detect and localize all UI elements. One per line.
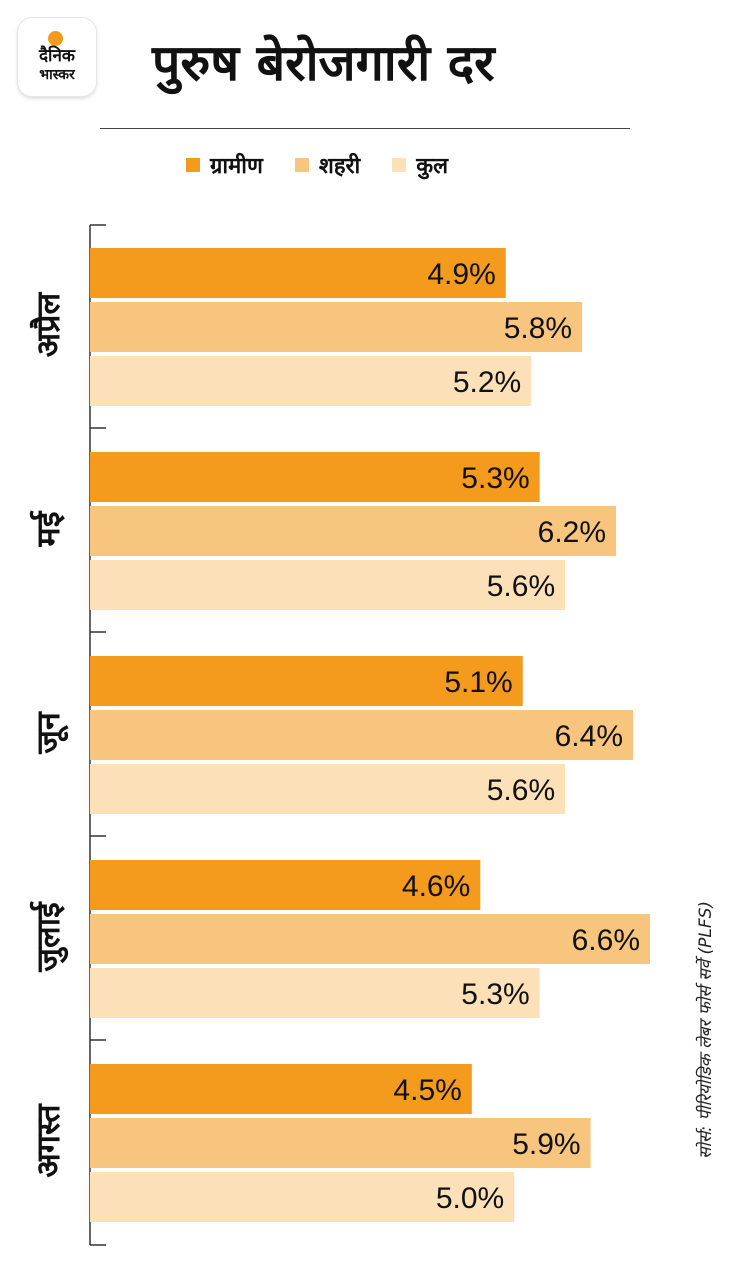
bar-total <box>90 968 540 1018</box>
bar-rural <box>90 860 481 910</box>
chart-title: पुरुष बेरोजगारी दर <box>152 34 495 92</box>
bar-value-label: 5.6% <box>487 570 555 603</box>
bar-urban <box>90 302 583 352</box>
bar-rural <box>90 656 523 706</box>
bar-urban <box>90 710 634 760</box>
bar-urban <box>90 506 617 556</box>
legend-swatch-total <box>392 158 407 172</box>
bar-urban <box>90 914 650 964</box>
legend-label-rural: ग्रामीण <box>210 154 263 179</box>
legend-item-total: कुल <box>392 150 448 180</box>
bar-value-label: 6.4% <box>555 720 623 753</box>
bar-value-label: 5.6% <box>487 774 555 807</box>
bar-rural <box>90 452 540 502</box>
bar-value-label: 4.6% <box>402 870 470 903</box>
legend-label-total: कुल <box>416 154 449 179</box>
bar-total <box>90 1172 515 1222</box>
bar-value-label: 4.5% <box>393 1074 461 1107</box>
bar-urban <box>90 1118 591 1168</box>
brand-line-2: भास्कर <box>39 67 75 83</box>
brand-logo: दैनिक भास्कर <box>18 18 96 96</box>
legend-item-urban: शहरी <box>294 150 361 180</box>
bar-value-label: 5.8% <box>504 312 572 345</box>
brand-line-1: दैनिक <box>39 46 75 66</box>
bar-value-label: 5.3% <box>461 462 529 495</box>
legend-label-urban: शहरी <box>318 154 361 179</box>
bar-value-label: 5.9% <box>512 1128 580 1161</box>
bar-rural <box>90 248 506 298</box>
legend-swatch-rural <box>186 158 200 172</box>
bar-value-label: 6.6% <box>572 924 640 957</box>
bar-value-label: 5.2% <box>453 366 521 399</box>
chart-legend: ग्रामीण शहरी कुल <box>186 150 448 180</box>
legend-item-rural: ग्रामीण <box>186 150 263 180</box>
bar-rural <box>90 1064 472 1114</box>
bar-value-label: 6.2% <box>538 516 606 549</box>
bar-value-label: 5.3% <box>461 978 529 1011</box>
legend-swatch-urban <box>294 158 309 172</box>
bar-value-label: 4.9% <box>427 258 495 291</box>
bar-total <box>90 560 566 610</box>
title-divider <box>100 128 630 129</box>
bar-total <box>90 356 532 406</box>
bar-value-label: 5.0% <box>436 1182 504 1215</box>
bar-total <box>90 764 566 814</box>
sun-icon <box>48 31 63 46</box>
source-note: सोर्स: पीरियोडिक लेबर फोर्स सर्वे (PLFS) <box>696 900 716 1160</box>
bar-value-label: 5.1% <box>444 666 512 699</box>
month-label: अगस्त <box>29 1104 67 1178</box>
